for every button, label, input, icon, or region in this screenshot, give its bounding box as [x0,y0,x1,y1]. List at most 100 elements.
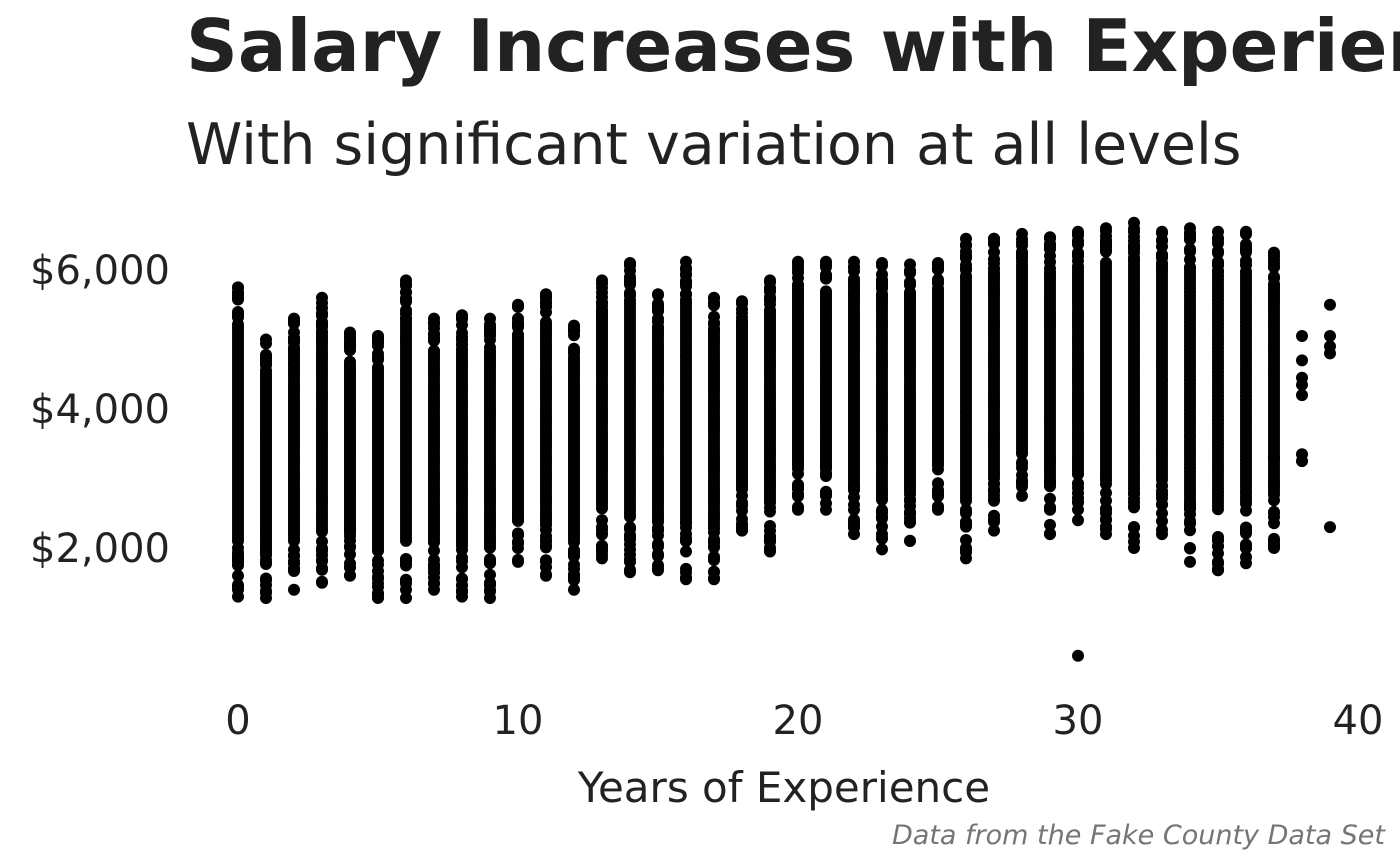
data-point [1100,494,1112,507]
x-tick-label: 10 [493,698,544,744]
data-point [708,540,720,553]
data-point [596,286,608,299]
data-point [708,565,720,578]
data-point [1184,261,1196,274]
data-point [260,546,272,559]
data-point [1044,492,1056,505]
data-point [932,463,944,476]
data-point [288,583,300,596]
data-point [904,508,916,521]
data-point [1156,523,1168,536]
data-point [988,232,1000,245]
data-point [512,536,524,549]
data-point [1324,340,1336,353]
data-point [400,295,412,308]
data-point [1044,262,1056,275]
data-point [316,575,328,588]
data-point [820,256,832,269]
data-point [1212,562,1224,575]
data-point [1156,252,1168,264]
data-point [1044,476,1056,489]
data-point [764,501,776,514]
data-point [372,572,384,585]
data-point [792,478,804,491]
data-point [1128,246,1140,259]
data-point [1296,389,1308,402]
data-point [652,524,664,537]
data-point [1184,555,1196,568]
data-point [876,273,888,286]
x-tick-label: 40 [1333,698,1384,744]
data-point [848,481,860,494]
data-point [764,541,776,554]
data-point [372,581,384,593]
data-point [876,543,888,556]
y-tick-label: $4,000 [30,387,170,433]
data-point [372,591,384,604]
data-point [1184,502,1196,515]
data-point [1100,504,1112,516]
data-point [904,291,916,303]
y-tick-label: $6,000 [30,248,170,294]
data-point [680,287,692,300]
data-point [1100,478,1112,490]
data-point [764,304,776,317]
data-point [876,493,888,506]
data-point [764,276,776,289]
data-point [372,554,384,567]
data-point [512,527,524,540]
data-point [820,268,832,281]
data-point [1100,245,1112,258]
data-point [1240,525,1252,538]
x-axis-ticks: 0 10 20 30 40 [225,698,1383,744]
data-point [1240,259,1252,271]
x-tick-label: 30 [1053,698,1104,744]
data-point [1240,539,1252,552]
data-point [876,532,888,545]
data-point [428,536,440,549]
data-point [456,543,468,556]
data-point [568,544,580,557]
data-point [820,486,832,499]
data-point [988,524,1000,537]
data-point [624,543,636,556]
data-point [932,500,944,513]
data-point [680,516,692,529]
data-point [624,553,636,566]
data-point [288,332,300,345]
data-point [1128,225,1140,238]
data-point [1184,514,1196,527]
data-point [1100,513,1112,526]
data-point [1212,237,1224,250]
data-point [624,286,636,299]
data-point [1016,458,1028,470]
data-point [512,317,524,330]
data-point [1100,256,1112,269]
data-point [232,542,244,555]
data-point [428,577,440,590]
data-point [512,510,524,523]
data-point [876,520,888,533]
data-point [1128,535,1140,548]
data-point [988,484,1000,497]
data-point [1016,255,1028,268]
data-point [456,561,468,574]
data-point [932,490,944,503]
data-point [932,277,944,290]
data-point [540,568,552,581]
x-tick-label: 0 [225,698,250,744]
data-point [484,585,496,598]
data-point [568,583,580,596]
data-point [1296,354,1308,367]
data-point [540,319,552,332]
data-point [624,259,636,272]
data-point [456,310,468,323]
data-point [288,562,300,575]
data-point [1324,330,1336,342]
data-point [1156,227,1168,239]
data-point [652,559,664,572]
data-point [1044,503,1056,516]
data-point [1156,515,1168,528]
data-point [316,542,328,555]
